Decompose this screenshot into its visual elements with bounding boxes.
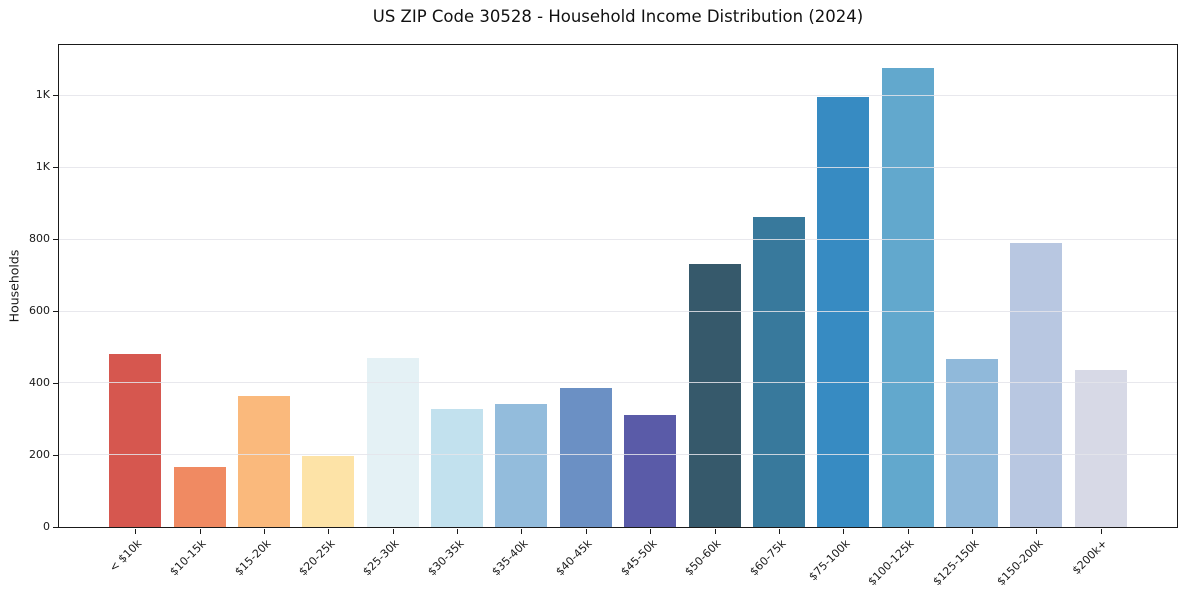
x-tick-mark [778,529,780,534]
x-tick-mark [392,529,394,534]
x-tick-mark [1036,529,1038,534]
bar [302,455,355,527]
y-tick-label: 800 [29,231,50,245]
bar-slot: $200k+ [1069,45,1133,577]
bar [752,217,805,527]
y-tick-label: 200 [29,447,50,461]
bar [946,359,999,527]
y-tick-mark [53,454,58,456]
bar-slot: $35-40k [489,45,553,578]
bar-slot: $10-15k [167,45,231,578]
bar-slot: $25-30k [361,45,425,578]
x-tick-label: $75-100k [806,537,853,584]
y-tick-label: 400 [29,375,50,389]
bar-slot: $45-50k [618,45,682,578]
bars-layer: < $10k $10-15k $15-20k $20-25k $25-30k $30-35… [59,45,1177,588]
x-tick-mark [263,529,265,534]
y-tick-label: 1K [35,159,50,173]
x-tick-label: $60-75k [746,537,789,579]
bar-slot: $15-20k [232,45,296,578]
bar [495,403,548,527]
bar-slot: $40-45k [554,45,618,578]
x-tick-mark [328,529,330,534]
bar [817,97,870,527]
bar [173,467,226,527]
y-tick-mark [53,310,58,312]
x-tick-label: $50-60k [682,537,724,579]
x-tick-mark [714,529,716,534]
plot-area: < $10k $10-15k $15-20k $20-25k $25-30k $30-35… [58,44,1178,588]
bar [1010,243,1063,527]
y-tick-label: 0 [43,520,50,533]
bar-slot: $150-200k [994,45,1068,588]
x-tick-mark [521,529,523,534]
chart-title: US ZIP Code 30528 - Household Income Dis… [372,7,864,26]
x-tick-label: $125-150k [930,537,982,589]
x-tick-mark [457,529,459,534]
y-tick-label: 1K [35,87,50,101]
bar-slot: $30-35k [425,45,489,578]
x-tick-label: $15-20k [231,537,274,579]
y-tick-mark [53,94,58,96]
bar [624,414,677,527]
bar [559,388,612,527]
x-tick-label: $35-40k [489,537,531,579]
x-tick-mark [843,529,845,534]
bar [237,395,290,527]
x-tick-label: < $10k [106,537,145,575]
bar-slot: $125-150k [930,45,1004,588]
x-tick-mark [972,529,974,534]
x-tick-label: $30-35k [424,537,467,579]
bar-slot: $100-125k [866,45,940,588]
x-tick-label: $150-200k [994,537,1046,589]
x-tick-label: $45-50k [618,537,660,579]
y-tick-mark [53,238,58,240]
y-tick-label: 600 [29,303,50,317]
bar [109,353,162,527]
bar [366,357,419,527]
bar [881,67,934,527]
x-tick-mark [135,529,137,534]
bar [688,263,741,527]
bar-slot: < $10k [103,45,167,575]
y-tick-mark [53,527,58,528]
x-tick-mark [1100,529,1102,534]
bar-slot: $75-100k [806,45,875,583]
x-tick-label: $40-45k [553,537,596,579]
bar-slot: $50-60k [682,45,746,578]
y-tick-mark [53,166,58,168]
x-tick-mark [199,529,201,534]
x-tick-mark [650,529,652,534]
x-tick-label: $20-25k [296,537,338,579]
x-tick-mark [585,529,587,534]
x-tick-mark [907,529,909,534]
x-tick-label: $25-30k [360,537,402,579]
bar [431,408,484,527]
x-tick-label: $10-15k [167,537,209,579]
y-tick-mark [53,382,58,384]
bar-slot: $60-75k [747,45,811,578]
x-tick-label: $200k+ [1069,537,1111,578]
bar-slot: $20-25k [296,45,360,578]
bar [1074,370,1127,527]
x-tick-label: $100-125k [865,537,917,589]
